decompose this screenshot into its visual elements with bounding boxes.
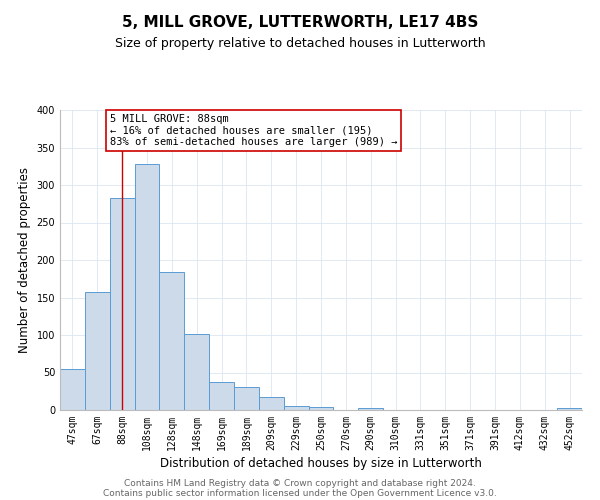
Bar [557,408,582,410]
Bar [234,387,259,410]
Text: Contains HM Land Registry data © Crown copyright and database right 2024.: Contains HM Land Registry data © Crown c… [124,478,476,488]
Bar [308,407,334,410]
Text: 5, MILL GROVE, LUTTERWORTH, LE17 4BS: 5, MILL GROVE, LUTTERWORTH, LE17 4BS [122,15,478,30]
Bar [134,164,160,410]
Y-axis label: Number of detached properties: Number of detached properties [18,167,31,353]
X-axis label: Distribution of detached houses by size in Lutterworth: Distribution of detached houses by size … [160,457,482,470]
Bar [259,396,284,410]
Bar [358,408,383,410]
Bar [184,334,209,410]
Bar [284,406,308,410]
Text: Size of property relative to detached houses in Lutterworth: Size of property relative to detached ho… [115,38,485,51]
Bar [85,292,110,410]
Bar [209,382,234,410]
Text: 5 MILL GROVE: 88sqm
← 16% of detached houses are smaller (195)
83% of semi-detac: 5 MILL GROVE: 88sqm ← 16% of detached ho… [110,114,397,147]
Bar [60,369,85,410]
Text: Contains public sector information licensed under the Open Government Licence v3: Contains public sector information licen… [103,488,497,498]
Bar [110,198,134,410]
Bar [160,272,184,410]
